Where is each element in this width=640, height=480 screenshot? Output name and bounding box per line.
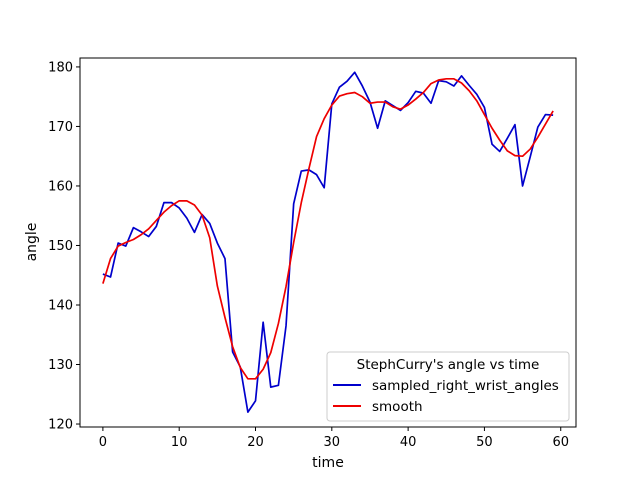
legend-box	[326, 351, 570, 422]
y-axis-label: angle	[24, 223, 40, 262]
legend-title: StephCurry's angle vs time	[357, 357, 540, 373]
x-tick-label: 0	[99, 435, 107, 450]
legend: StephCurry's angle vs time sampled_right…	[326, 351, 570, 422]
y-tick-label: 180	[48, 60, 73, 75]
axes-frame	[79, 57, 577, 428]
y-tick-label: 130	[48, 358, 73, 373]
series-line-smooth	[102, 77, 554, 380]
plot-area	[102, 71, 554, 413]
x-axis-label: time	[312, 455, 344, 471]
x-tick-label: 50	[476, 435, 493, 450]
y-axis: 120 130 140 150 160 170 180	[48, 60, 80, 433]
x-tick-label: 30	[324, 435, 341, 450]
y-tick-label: 120	[48, 418, 73, 433]
series-line-sampled-right-wrist-angles	[102, 71, 554, 413]
legend-label-sampled-right-wrist-angles: sampled_right_wrist_angles	[372, 378, 559, 394]
legend-label-smooth: smooth	[372, 399, 423, 415]
x-tick-label: 10	[171, 435, 188, 450]
y-tick-label: 150	[48, 239, 73, 254]
y-tick-label: 160	[48, 179, 73, 194]
y-tick-label: 140	[48, 298, 73, 313]
y-tick-label: 170	[48, 120, 73, 135]
x-tick-label: 60	[552, 435, 569, 450]
x-tick-label: 40	[400, 435, 417, 450]
x-axis: 0 10 20 30 40 50 60	[99, 427, 569, 450]
x-tick-label: 20	[247, 435, 264, 450]
